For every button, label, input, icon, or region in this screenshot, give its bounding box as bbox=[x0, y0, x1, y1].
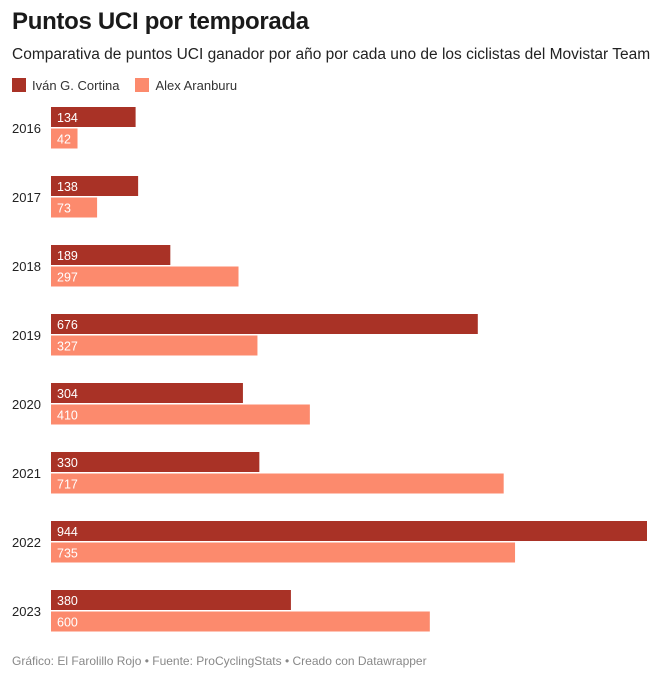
bar-aranburu-2021 bbox=[51, 473, 504, 494]
value-label-cortina-2020: 304 bbox=[57, 387, 78, 401]
value-label-aranburu-2021: 717 bbox=[57, 478, 78, 492]
bar-cortina-2016 bbox=[51, 107, 136, 127]
bar-cortina-2018 bbox=[51, 245, 171, 265]
tick-label-2020: 2020 bbox=[12, 397, 41, 412]
value-label-aranburu-2023: 600 bbox=[57, 616, 78, 630]
tick-label-2019: 2019 bbox=[12, 328, 41, 343]
tick-label-2022: 2022 bbox=[12, 535, 41, 550]
value-label-aranburu-2016: 42 bbox=[57, 133, 71, 147]
value-label-cortina-2022: 944 bbox=[57, 525, 78, 539]
value-label-aranburu-2018: 297 bbox=[57, 271, 78, 285]
value-label-cortina-2017: 138 bbox=[57, 180, 78, 194]
legend-label-cortina: Iván G. Cortina bbox=[32, 77, 120, 93]
bar-aranburu-2017 bbox=[51, 197, 98, 218]
bar-cortina-2017 bbox=[51, 176, 139, 196]
legend-label-aranburu: Alex Aranburu bbox=[155, 77, 238, 93]
value-label-aranburu-2022: 735 bbox=[57, 547, 78, 561]
chart-subtitle: Comparativa de puntos UCI ganador por añ… bbox=[12, 46, 651, 63]
bar-aranburu-2016 bbox=[51, 128, 78, 149]
footer-credit: Gráfico: El Farolillo Rojo • Fuente: Pro… bbox=[12, 654, 427, 668]
value-label-cortina-2021: 330 bbox=[57, 456, 78, 470]
tick-label-2021: 2021 bbox=[12, 466, 41, 481]
bar-aranburu-2022 bbox=[51, 542, 516, 563]
tick-label-2017: 2017 bbox=[12, 190, 41, 205]
legend-swatch-cortina bbox=[12, 78, 26, 92]
tick-label-2023: 2023 bbox=[12, 604, 41, 619]
tick-label-2018: 2018 bbox=[12, 259, 41, 274]
value-label-cortina-2016: 134 bbox=[57, 111, 78, 125]
bar-cortina-2021 bbox=[51, 452, 260, 472]
bar-aranburu-2018 bbox=[51, 266, 239, 287]
bar-aranburu-2023 bbox=[51, 611, 430, 632]
bar-cortina-2020 bbox=[51, 383, 243, 403]
value-label-aranburu-2019: 327 bbox=[57, 340, 78, 354]
value-label-cortina-2023: 380 bbox=[57, 594, 78, 608]
bar-aranburu-2019 bbox=[51, 335, 258, 356]
legend-item-cortina: Iván G. Cortina bbox=[12, 78, 119, 93]
bar-chart: 2016 134 42 2017 138 73 2018 189 297 2019 676 327 20… bbox=[12, 107, 647, 632]
bar-cortina-2019 bbox=[51, 314, 478, 334]
legend-swatch-aranburu bbox=[135, 78, 150, 92]
bar-cortina-2022 bbox=[51, 521, 647, 541]
value-label-aranburu-2020: 410 bbox=[57, 409, 78, 423]
value-label-aranburu-2017: 73 bbox=[57, 202, 71, 216]
value-label-cortina-2019: 676 bbox=[57, 318, 78, 332]
chart-title: Puntos UCI por temporada bbox=[12, 8, 309, 35]
bar-cortina-2023 bbox=[51, 590, 291, 610]
legend-item-aranburu: Alex Aranburu bbox=[135, 78, 237, 93]
value-label-cortina-2018: 189 bbox=[57, 249, 78, 263]
tick-label-2016: 2016 bbox=[12, 121, 41, 136]
bar-aranburu-2020 bbox=[51, 404, 310, 425]
legend: Iván G. Cortina Alex Aranburu bbox=[12, 76, 253, 94]
